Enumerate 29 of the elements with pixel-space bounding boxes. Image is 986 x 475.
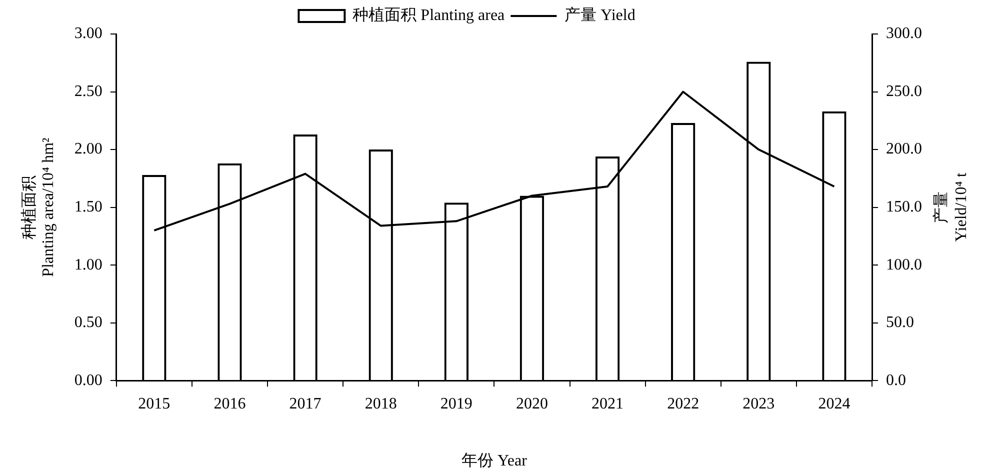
y2-tick-label: 150.0: [886, 198, 922, 216]
x-tick-label: 2018: [364, 395, 397, 412]
x-tick-label: 2023: [742, 395, 775, 412]
y2-tick-label: 300.0: [886, 25, 922, 42]
y-tick-label: 0.50: [74, 314, 102, 332]
x-tick-label: 2019: [440, 395, 472, 412]
y2-tick-label: 0.0: [886, 372, 906, 389]
legend-label: 种植面积 Planting area: [352, 6, 505, 24]
y-tick-label: 2.00: [74, 140, 102, 158]
y-tick-label: 2.50: [74, 82, 102, 100]
x-axis-title: 年份 Year: [461, 452, 528, 470]
y-tick-label: 1.00: [74, 256, 102, 274]
y2-tick-label: 100.0: [886, 256, 922, 274]
x-tick-label: 2024: [818, 395, 850, 412]
y-tick-label: 0.00: [74, 372, 102, 389]
legend-label: 产量 Yield: [564, 6, 636, 24]
x-tick-label: 2015: [138, 395, 170, 412]
y-tick-label: 1.50: [74, 198, 102, 216]
x-tick-label: 2017: [289, 395, 322, 412]
y2-axis-title: 产量 Yield/10⁴ t: [932, 172, 970, 242]
y-axis-title: 种植面积 Planting area/10⁴ hm²: [20, 137, 58, 277]
y2-tick-label: 50.0: [886, 314, 914, 332]
x-tick-label: 2021: [592, 395, 624, 412]
y2-tick-label: 250.0: [886, 82, 922, 100]
x-tick-label: 2022: [667, 395, 700, 412]
y2-tick-label: 200.0: [886, 140, 922, 158]
x-tick-label: 2016: [214, 395, 246, 412]
x-tick-label: 2020: [516, 395, 548, 412]
y-tick-label: 3.00: [74, 25, 102, 42]
